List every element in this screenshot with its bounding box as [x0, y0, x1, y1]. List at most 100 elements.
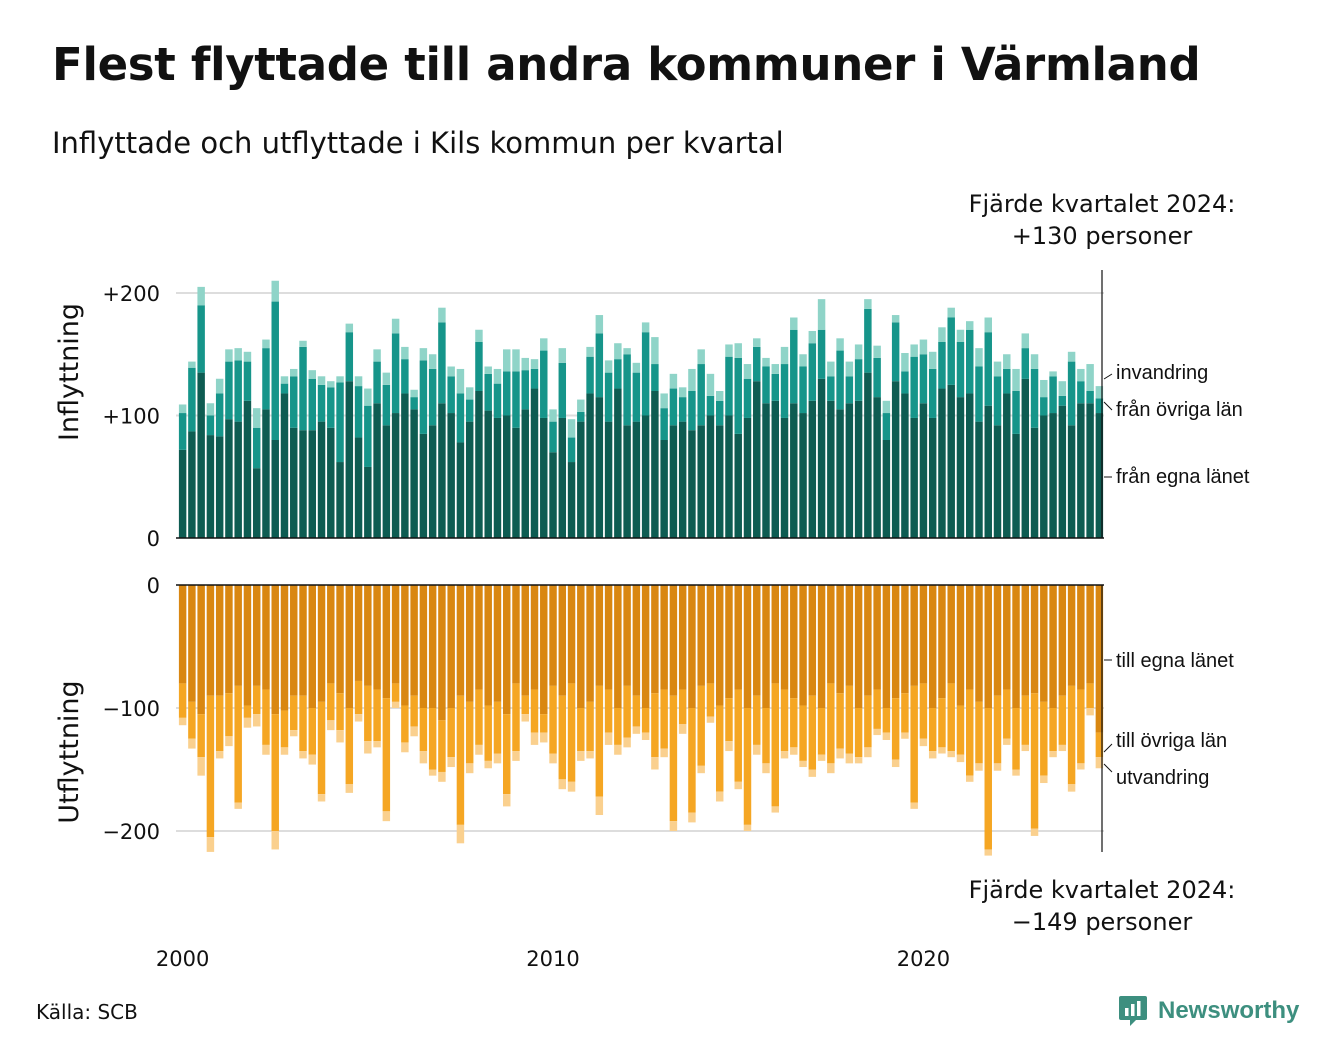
bar-utvandring [206, 837, 215, 852]
bar-fran-ovriga-lan [438, 322, 446, 404]
bar-invandring [1003, 354, 1011, 369]
bar-invandring [188, 361, 196, 368]
bar-utvandring [734, 781, 742, 790]
bar-till-ovriga-lan [864, 695, 872, 748]
bar-invandring [882, 400, 891, 414]
bar-fran-egna-lanet [1049, 413, 1057, 538]
bar-till-egna-lanet [669, 585, 678, 696]
bar-utvandring [382, 811, 391, 822]
bar-utvandring [438, 771, 446, 782]
bar-till-egna-lanet [373, 585, 381, 690]
bar-utvandring [493, 753, 502, 764]
bar-till-egna-lanet [901, 585, 909, 694]
bar-utvandring [428, 769, 437, 776]
bar-till-ovriga-lan [410, 695, 418, 727]
bar-fran-egna-lanet [206, 435, 215, 538]
bar-fran-egna-lanet [465, 421, 474, 539]
bar-till-ovriga-lan [540, 714, 548, 733]
bar-till-egna-lanet [873, 585, 881, 690]
bar-utvandring [651, 757, 659, 770]
bar-invandring [206, 403, 215, 416]
bar-till-ovriga-lan [382, 698, 391, 812]
bar-fran-ovriga-lan [401, 359, 409, 394]
chart-subtitle: Inflyttade och utflyttade i Kils kommun … [52, 126, 784, 160]
bar-till-egna-lanet [558, 585, 567, 696]
bar-fran-ovriga-lan [512, 371, 520, 428]
bar-fran-ovriga-lan [1086, 391, 1094, 404]
bar-invandring [753, 338, 761, 347]
bar-fran-ovriga-lan [540, 350, 548, 418]
bar-till-ovriga-lan [632, 695, 641, 727]
bar-fran-ovriga-lan [641, 332, 650, 416]
bar-utvandring [623, 737, 631, 748]
bar-till-ovriga-lan [975, 701, 983, 764]
leader-fran-ovriga-lan [1103, 401, 1113, 411]
bar-fran-ovriga-lan [308, 378, 316, 431]
bar-fran-ovriga-lan [873, 357, 881, 398]
bar-utvandring [234, 802, 242, 809]
outflow-bars [178, 585, 1104, 856]
brand-name: Newsworthy [1158, 997, 1300, 1024]
bar-till-ovriga-lan [651, 693, 659, 758]
bar-invandring [938, 327, 946, 342]
bar-invandring [984, 317, 992, 333]
bar-fran-egna-lanet [428, 425, 437, 538]
bar-utvandring [456, 824, 465, 844]
bar-invandring [391, 318, 400, 334]
bar-utvandring [799, 760, 807, 768]
bar-till-egna-lanet [1030, 585, 1039, 694]
bar-till-egna-lanet [1012, 585, 1020, 708]
bar-till-ovriga-lan [327, 683, 335, 721]
bar-fran-egna-lanet [178, 449, 187, 538]
bar-fran-ovriga-lan [577, 411, 585, 422]
bar-till-egna-lanet [317, 585, 326, 702]
bar-fran-egna-lanet [910, 417, 918, 538]
bar-till-ovriga-lan [1086, 683, 1094, 708]
bar-till-egna-lanet [521, 585, 529, 696]
bar-invandring [577, 399, 585, 412]
bar-fran-egna-lanet [928, 417, 937, 538]
bar-till-egna-lanet [401, 585, 409, 706]
bar-fran-egna-lanet [1003, 393, 1011, 538]
bar-till-ovriga-lan [1030, 693, 1039, 829]
bar-invandring [604, 360, 613, 373]
bar-till-ovriga-lan [178, 683, 187, 718]
bar-utvandring [808, 769, 817, 777]
bar-till-egna-lanet [354, 585, 363, 681]
bar-fran-ovriga-lan [521, 370, 529, 410]
bar-till-egna-lanet [910, 585, 918, 686]
bar-till-ovriga-lan [901, 693, 909, 733]
bar-fran-egna-lanet [614, 388, 622, 538]
bar-till-egna-lanet [827, 585, 835, 684]
bar-till-egna-lanet [345, 585, 354, 708]
bar-invandring [336, 376, 344, 383]
bar-invandring [651, 337, 659, 365]
bar-invandring [1067, 351, 1076, 362]
bar-utvandring [688, 812, 696, 823]
bar-till-egna-lanet [327, 585, 335, 684]
bar-till-egna-lanet [475, 585, 483, 690]
bar-till-ovriga-lan [512, 683, 520, 752]
bar-utvandring [308, 754, 316, 765]
bar-till-egna-lanet [364, 585, 372, 686]
bar-till-egna-lanet [1021, 585, 1030, 696]
bar-fran-egna-lanet [271, 440, 279, 538]
brand-logo[interactable]: Newsworthy [1118, 994, 1299, 1028]
bar-fran-egna-lanet [410, 409, 418, 539]
bar-fran-egna-lanet [641, 415, 650, 538]
bar-till-ovriga-lan [225, 693, 233, 737]
bar-till-ovriga-lan [947, 683, 955, 752]
bar-till-egna-lanet [299, 585, 307, 696]
xtick-label: 2000 [156, 947, 209, 971]
bar-fran-egna-lanet [234, 421, 242, 539]
bar-fran-ovriga-lan [225, 361, 233, 420]
bar-utvandring [938, 747, 946, 754]
bar-fran-egna-lanet [891, 381, 900, 538]
bar-fran-egna-lanet [799, 413, 807, 538]
bar-till-egna-lanet [966, 585, 974, 690]
bar-fran-ovriga-lan [188, 367, 196, 432]
bar-utvandring [854, 757, 863, 764]
bar-fran-egna-lanet [669, 425, 678, 538]
bar-utvandring [197, 757, 205, 776]
bar-fran-ovriga-lan [808, 343, 817, 401]
